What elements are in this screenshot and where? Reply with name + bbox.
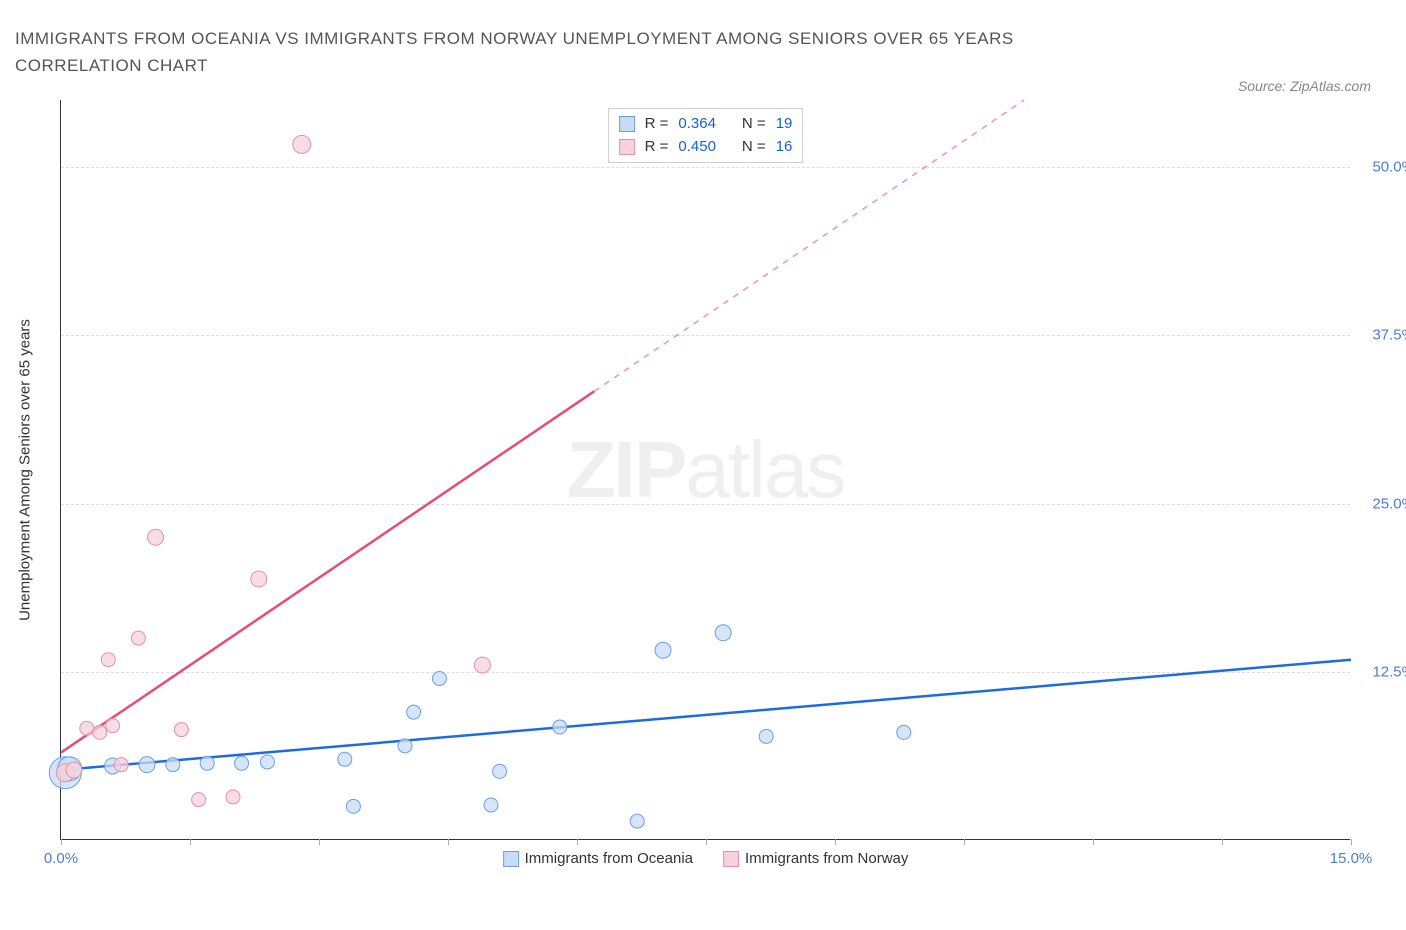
legend-R-label: R =: [645, 113, 669, 136]
chart-svg: [61, 100, 1350, 839]
xtick: [1222, 839, 1223, 845]
xtick: [835, 839, 836, 845]
legend-swatch-oceania: [619, 116, 635, 132]
plot-area: ZIPatlas R = 0.364 N = 19 R = 0.450 N = …: [60, 100, 1350, 840]
ytick-label: 37.5%: [1372, 327, 1406, 344]
xtick: [61, 839, 62, 845]
y-axis-label: Unemployment Among Seniors over 65 years: [17, 319, 34, 621]
legend-series: Immigrants from Oceania Immigrants from …: [503, 850, 909, 867]
legend-N-label: N =: [742, 136, 766, 159]
legend-item-oceania: Immigrants from Oceania: [503, 850, 693, 867]
legend-R-label: R =: [645, 136, 669, 159]
legend-swatch-norway: [619, 139, 635, 155]
ytick-label: 50.0%: [1372, 159, 1406, 176]
xtick: [706, 839, 707, 845]
legend-R-value-oceania: 0.364: [678, 113, 716, 136]
xtick: [448, 839, 449, 845]
xtick: [319, 839, 320, 845]
xtick-label: 15.0%: [1330, 850, 1373, 867]
legend-N-value-oceania: 19: [776, 113, 793, 136]
xtick: [964, 839, 965, 845]
legend-item-norway: Immigrants from Norway: [723, 850, 908, 867]
xtick: [1093, 839, 1094, 845]
legend-stats: R = 0.364 N = 19 R = 0.450 N = 16: [608, 108, 804, 163]
xtick: [1351, 839, 1352, 845]
xtick: [577, 839, 578, 845]
legend-stats-row-oceania: R = 0.364 N = 19: [619, 113, 793, 136]
legend-stats-row-norway: R = 0.450 N = 16: [619, 136, 793, 159]
legend-R-value-norway: 0.450: [678, 136, 716, 159]
legend-swatch-oceania: [503, 851, 519, 867]
xtick: [190, 839, 191, 845]
source-attribution: Source: ZipAtlas.com: [1238, 78, 1371, 94]
chart-title: IMMIGRANTS FROM OCEANIA VS IMMIGRANTS FR…: [15, 25, 1115, 79]
legend-label-norway: Immigrants from Norway: [745, 850, 908, 867]
legend-N-value-norway: 16: [776, 136, 793, 159]
xtick-label: 0.0%: [44, 850, 78, 867]
ytick-label: 25.0%: [1372, 495, 1406, 512]
legend-label-oceania: Immigrants from Oceania: [525, 850, 693, 867]
legend-N-label: N =: [742, 113, 766, 136]
legend-swatch-norway: [723, 851, 739, 867]
ytick-label: 12.5%: [1372, 663, 1406, 680]
